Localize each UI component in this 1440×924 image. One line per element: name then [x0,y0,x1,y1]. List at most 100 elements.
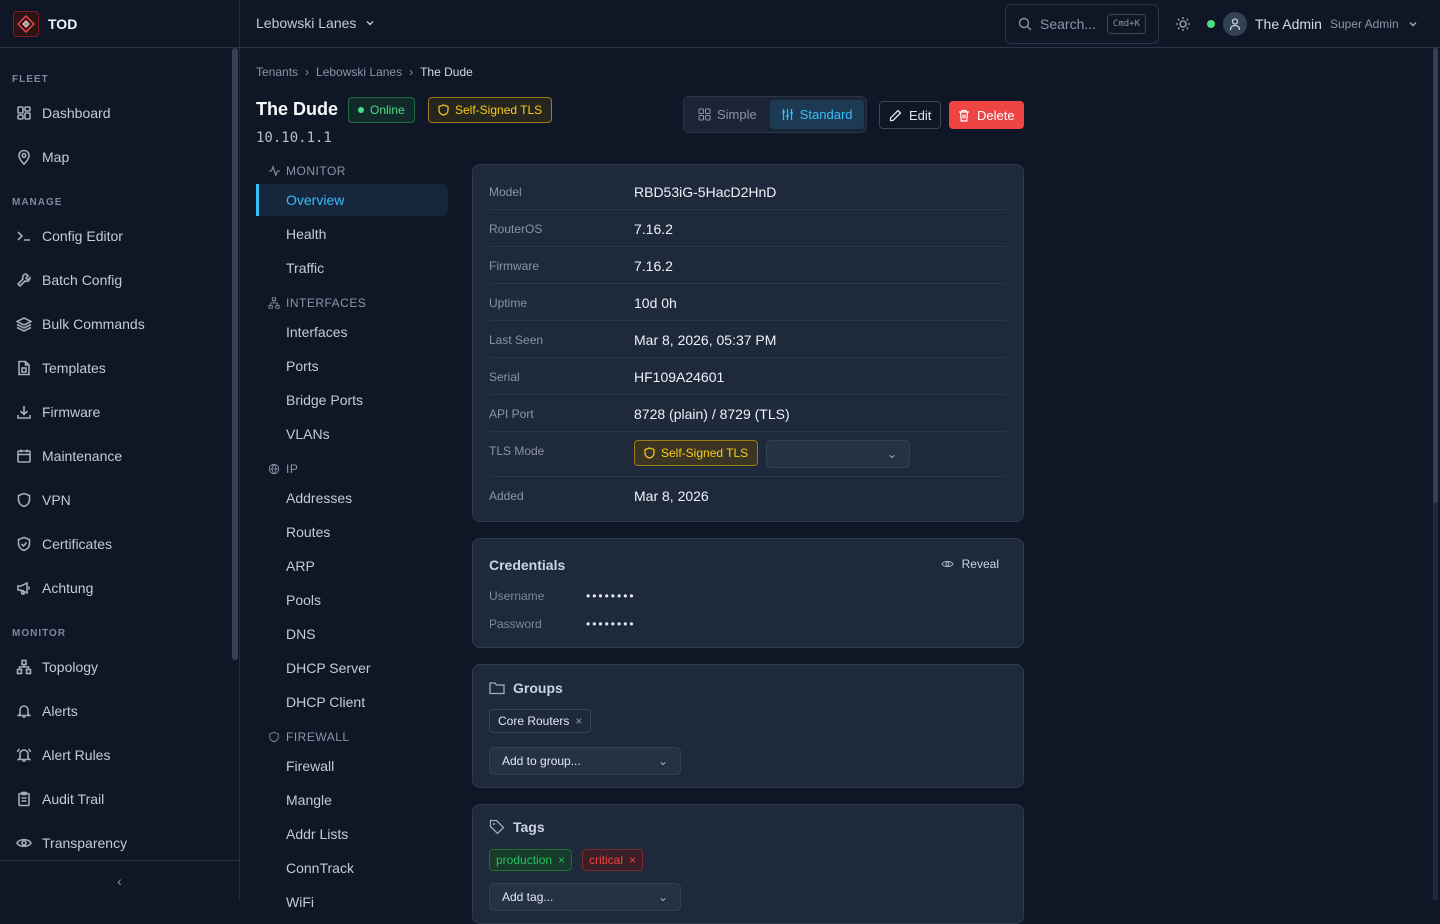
edit-button[interactable]: Edit [879,101,942,129]
remove-tag-icon[interactable]: × [629,853,637,867]
subnav-item-dns[interactable]: DNS [286,626,316,642]
brand[interactable]: TOD [0,0,239,48]
add-tag-select[interactable]: Add tag... ⌄ [489,883,681,911]
layers-icon [16,317,32,332]
view-toggle: Simple Standard [683,96,867,133]
tag-chip-production[interactable]: production × [489,849,573,871]
detail-label: Last Seen [489,333,544,347]
sidebar-item-audit-trail[interactable]: Audit Trail [16,787,104,811]
sidebar: TOD FLEET Dashboard Map MANAGE Config Editor… [0,0,240,900]
sidebar-item-alert-rules[interactable]: Alert Rules [16,743,110,767]
sidebar-item-templates[interactable]: Templates [16,356,106,380]
sidebar-item-bulk-commands[interactable]: Bulk Commands [16,312,145,336]
subnav-item-dhcp-server[interactable]: DHCP Server [286,660,371,676]
map-pin-icon [18,149,30,165]
credentials-card: Credentials Reveal Username •••••••• Pas… [472,538,1024,648]
subnav-item-wifi[interactable]: WiFi [286,894,314,910]
subnav-item-vlans[interactable]: VLANs [286,426,330,442]
sidebar-item-map[interactable]: Map [16,145,69,169]
sidebar-item-label: Templates [42,360,106,376]
subnav-item-conntrack[interactable]: ConnTrack [286,860,354,876]
sidebar-item-label: Batch Config [42,272,123,288]
group-chip-label: Core Routers [498,714,570,728]
sidebar-item-maintenance[interactable]: Maintenance [16,444,122,468]
sidebar-scrollbar[interactable] [232,48,238,660]
collapse-sidebar-button[interactable]: ‹ [0,860,239,900]
bell-icon [16,705,32,718]
bell-ring-icon [16,748,32,762]
subnav-item-addresses[interactable]: Addresses [286,490,353,506]
subnav-item-bridge-ports[interactable]: Bridge Ports [286,392,364,408]
breadcrumb: Tenants › Lebowski Lanes › The Dude [256,65,473,79]
sidebar-item-dashboard[interactable]: Dashboard [16,101,111,125]
sidebar-item-topology[interactable]: Topology [16,655,98,679]
tls-mode-select[interactable]: ⌄ [766,440,911,468]
sidebar-item-transparency[interactable]: Transparency [16,831,127,855]
subnav-item-mangle[interactable]: Mangle [286,792,332,808]
breadcrumb-tenants[interactable]: Tenants [256,65,299,79]
tags-card: Tags production × critical × Add tag... ⌄ [472,804,1024,924]
sidebar-item-batch-config[interactable]: Batch Config [16,268,122,292]
sidebar-item-achtung[interactable]: Achtung [16,576,93,600]
remove-tag-icon[interactable]: × [558,853,566,867]
subnav-item-health[interactable]: Health [286,226,327,242]
sidebar-item-label: Alert Rules [42,747,111,763]
sidebar-item-certificates[interactable]: Certificates [16,532,112,556]
avatar [1223,12,1247,36]
subnav-item-routes[interactable]: Routes [286,524,331,540]
add-to-group-select[interactable]: Add to group... ⌄ [489,747,681,775]
sidebar-item-label: Topology [42,659,99,675]
main-scrollbar[interactable] [1433,48,1438,900]
remove-group-icon[interactable]: × [575,714,583,728]
folder-icon [489,682,505,695]
username-value: •••••••• [586,589,636,603]
credentials-title: Credentials [489,557,566,573]
subnav-item-ports[interactable]: Ports [286,358,319,374]
tls-mode-value: Self-Signed TLS [661,446,749,460]
sidebar-item-label: Transparency [42,835,128,851]
chevron-down-icon: ⌄ [887,447,898,461]
status-text: Online [370,103,405,117]
download-icon [17,406,31,419]
network-icon [16,659,32,675]
group-chip[interactable]: Core Routers × [489,709,592,733]
eye-icon [941,560,954,568]
tenant-selector[interactable]: Lebowski Lanes [256,15,376,31]
detail-label: RouterOS [489,222,543,236]
tag-label: production [496,853,553,867]
subnav-item-firewall[interactable]: Firewall [286,758,335,774]
subnav-section-interfaces: INTERFACES [268,296,366,310]
add-tag-placeholder: Add tag... [502,890,554,904]
file-icon [18,360,30,376]
subnav-item-addr-lists[interactable]: Addr Lists [286,826,349,842]
online-status-dot [1207,20,1215,28]
search-placeholder: Search... [1040,16,1097,32]
shield-icon [17,492,31,508]
shield-icon [644,447,655,459]
view-simple-button[interactable]: Simple [687,100,768,129]
subnav-item-pools[interactable]: Pools [286,592,322,608]
subnav-item-dhcp-client[interactable]: DHCP Client [286,694,366,710]
sidebar-item-label: Achtung [42,580,94,596]
tags-header: Tags [489,819,545,835]
sidebar-item-label: Alerts [42,703,78,719]
subnav-item-overview[interactable]: Overview [286,192,345,208]
sidebar-item-config-editor[interactable]: Config Editor [16,224,123,248]
tag-chip-critical[interactable]: critical × [582,849,644,871]
grid-icon [698,108,711,121]
user-menu[interactable]: The Admin Super Admin [1207,12,1419,36]
theme-toggle-sun-icon[interactable] [1175,16,1191,32]
sidebar-item-vpn[interactable]: VPN [16,488,71,512]
sidebar-item-alerts[interactable]: Alerts [16,699,78,723]
sidebar-item-firmware[interactable]: Firmware [16,400,100,424]
reveal-button[interactable]: Reveal [941,557,999,571]
delete-button[interactable]: Delete [949,101,1024,129]
sidebar-section-fleet: FLEET [12,74,49,85]
breadcrumb-tenant[interactable]: Lebowski Lanes [316,65,403,79]
subnav-item-arp[interactable]: ARP [286,558,315,574]
app-name: TOD [48,15,78,32]
subnav-item-traffic[interactable]: Traffic [286,260,325,276]
view-standard-button[interactable]: Standard [769,100,864,129]
subnav-item-interfaces[interactable]: Interfaces [286,324,348,340]
search-input[interactable]: Search... Cmd+K [1005,4,1159,44]
